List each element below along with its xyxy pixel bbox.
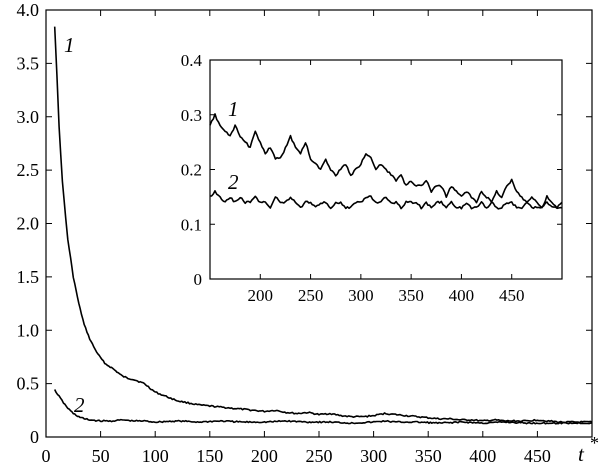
main-y-tick-label: 1.5 [17,267,40,287]
main-series-1-label: 1 [64,33,75,57]
main-x-tick-label: 100 [142,446,169,466]
main-y-tick-label: 1.0 [17,320,40,340]
main-x-tick-label: 350 [415,446,442,466]
main-y-tick-label: 2.5 [17,160,40,180]
inset-axis-ticks: 0 0.1 0.2 0.3 0.4 200 250 300 350 400 450 [181,51,562,305]
x-axis-label-star: * [590,433,599,453]
inset-x-tick-label: 200 [248,286,274,305]
main-x-tick-label: 0 [42,446,51,466]
main-x-tick-label: 50 [92,446,110,466]
main-y-tick-label: 4.0 [17,0,40,20]
inset-y-tick-label: 0.2 [181,161,202,180]
main-x-tick-label: 150 [196,446,223,466]
main-y-tick-label: 0.5 [17,374,40,394]
inset-series-1-line [209,113,563,209]
main-y-tick-label: 0 [30,427,39,447]
main-series-2-line [53,389,592,425]
inset-x-tick-label: 400 [449,286,475,305]
main-y-tick-label: 3.0 [17,107,40,127]
inset-y-tick-label: 0.3 [181,106,202,125]
inset-x-tick-label: 250 [298,286,324,305]
labels-group: t * 1 2 1 2 [64,33,599,466]
main-x-tick-label: 450 [524,446,551,466]
main-x-axis-label: t [578,442,585,466]
inset-y-tick-label: 0.4 [181,51,203,70]
main-y-tick-label: 3.5 [17,53,40,73]
main-x-tick-label: 250 [306,446,333,466]
main-series-1-line [53,26,593,424]
main-x-tick-label: 300 [360,446,387,466]
inset-series-2-label: 2 [228,170,239,194]
inset-series-1-label: 1 [228,97,239,121]
inset-x-tick-label: 450 [499,286,525,305]
main-axis-ticks: 0 0.5 1.0 1.5 2.0 2.5 3.0 3.5 4.0 0 50 100 150 200 250… [17,0,593,466]
main-series-group [53,26,593,425]
main-y-tick-label: 2.0 [17,214,40,234]
main-x-tick-label: 400 [469,446,496,466]
main-x-tick-label: 200 [251,446,278,466]
inset-y-tick-label: 0 [194,270,203,289]
inset-series-2-line [209,190,563,210]
inset-x-tick-label: 300 [348,286,374,305]
inset-y-tick-label: 0.1 [181,215,202,234]
main-series-2-label: 2 [74,393,85,417]
inset-series-group [209,113,563,210]
inset-x-tick-label: 350 [398,286,424,305]
